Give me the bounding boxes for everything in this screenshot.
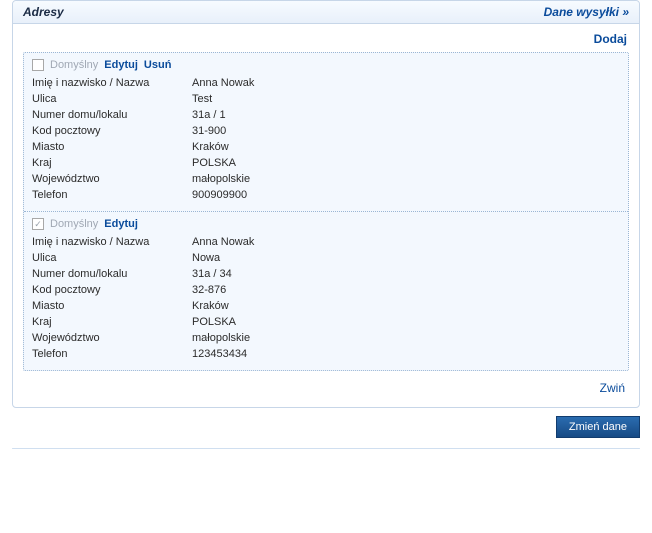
address-row: KrajPOLSKA <box>32 155 620 171</box>
address-field-value: 32-876 <box>192 284 226 296</box>
address-field-label: Kraj <box>32 316 192 328</box>
address-row: MiastoKraków <box>32 139 620 155</box>
address-field-value: 31a / 1 <box>192 109 226 121</box>
address-block: Domyślny Edytuj Usuń Imię i nazwisko / Nazw… <box>24 53 628 211</box>
address-field-label: Numer domu/lokalu <box>32 268 192 280</box>
address-field-value: Kraków <box>192 141 229 153</box>
address-field-label: Kraj <box>32 157 192 169</box>
address-row: Województwomałopolskie <box>32 171 620 187</box>
address-field-label: Miasto <box>32 141 192 153</box>
address-row: Telefon900909900 <box>32 187 620 203</box>
address-row: Imię i nazwisko / NazwaAnna Nowak <box>32 75 620 91</box>
address-row: Numer domu/lokalu31a / 34 <box>32 266 620 282</box>
default-checkbox[interactable] <box>32 59 44 71</box>
address-field-label: Województwo <box>32 173 192 185</box>
address-row: UlicaNowa <box>32 250 620 266</box>
address-field-value: Test <box>192 93 212 105</box>
default-label: Domyślny <box>50 218 98 230</box>
address-field-value: 123453434 <box>192 348 247 360</box>
address-field-value: małopolskie <box>192 332 250 344</box>
address-field-value: Anna Nowak <box>192 236 254 248</box>
address-field-label: Kod pocztowy <box>32 125 192 137</box>
add-address-link[interactable]: Dodaj <box>594 32 627 46</box>
address-field-label: Ulica <box>32 252 192 264</box>
addresses-panel-wrapper: Adresy Dane wysyłki » Dodaj Domyślny Edyt… <box>0 0 652 464</box>
address-header: ✓ Domyślny Edytuj <box>32 218 620 230</box>
address-field-label: Numer domu/lokalu <box>32 109 192 121</box>
address-row: Kod pocztowy32-876 <box>32 282 620 298</box>
address-field-value: 31a / 34 <box>192 268 232 280</box>
panel-title: Adresy <box>23 5 64 19</box>
address-field-value: Nowa <box>192 252 220 264</box>
bottom-actions: Zmień dane <box>12 416 640 438</box>
address-field-value: POLSKA <box>192 316 236 328</box>
top-actions: Dodaj <box>23 30 629 52</box>
default-checkbox[interactable]: ✓ <box>32 218 44 230</box>
address-field-label: Województwo <box>32 332 192 344</box>
address-row: MiastoKraków <box>32 298 620 314</box>
address-field-label: Telefon <box>32 348 192 360</box>
address-field-label: Imię i nazwisko / Nazwa <box>32 77 192 89</box>
address-field-label: Kod pocztowy <box>32 284 192 296</box>
address-header: Domyślny Edytuj Usuń <box>32 59 620 71</box>
edit-link[interactable]: Edytuj <box>104 218 138 230</box>
default-label: Domyślny <box>50 59 98 71</box>
save-button[interactable]: Zmień dane <box>556 416 640 438</box>
delete-link[interactable]: Usuń <box>144 59 172 71</box>
address-field-label: Ulica <box>32 93 192 105</box>
address-row: KrajPOLSKA <box>32 314 620 330</box>
address-field-label: Miasto <box>32 300 192 312</box>
address-row: UlicaTest <box>32 91 620 107</box>
collapse-row: Zwiń <box>23 371 629 397</box>
address-field-value: 900909900 <box>192 189 247 201</box>
footer-rule <box>12 448 640 452</box>
panel-body: Dodaj Domyślny Edytuj Usuń Imię i nazwisko … <box>13 24 639 407</box>
address-field-value: 31-900 <box>192 125 226 137</box>
address-field-value: Anna Nowak <box>192 77 254 89</box>
address-block: ✓ Domyślny Edytuj Imię i nazwisko / NazwaAn… <box>24 211 628 370</box>
address-field-value: Kraków <box>192 300 229 312</box>
address-field-label: Imię i nazwisko / Nazwa <box>32 236 192 248</box>
shipping-data-link[interactable]: Dane wysyłki » <box>544 5 629 19</box>
address-field-label: Telefon <box>32 189 192 201</box>
addresses-list: Domyślny Edytuj Usuń Imię i nazwisko / Nazw… <box>23 52 629 371</box>
address-row: Numer domu/lokalu31a / 1 <box>32 107 620 123</box>
collapse-link[interactable]: Zwiń <box>600 381 625 395</box>
address-row: Województwomałopolskie <box>32 330 620 346</box>
address-field-value: małopolskie <box>192 173 250 185</box>
address-field-value: POLSKA <box>192 157 236 169</box>
edit-link[interactable]: Edytuj <box>104 59 138 71</box>
addresses-panel: Adresy Dane wysyłki » Dodaj Domyślny Edyt… <box>12 0 640 408</box>
address-row: Telefon123453434 <box>32 346 620 362</box>
panel-header: Adresy Dane wysyłki » <box>13 1 639 24</box>
address-row: Kod pocztowy31-900 <box>32 123 620 139</box>
address-row: Imię i nazwisko / NazwaAnna Nowak <box>32 234 620 250</box>
